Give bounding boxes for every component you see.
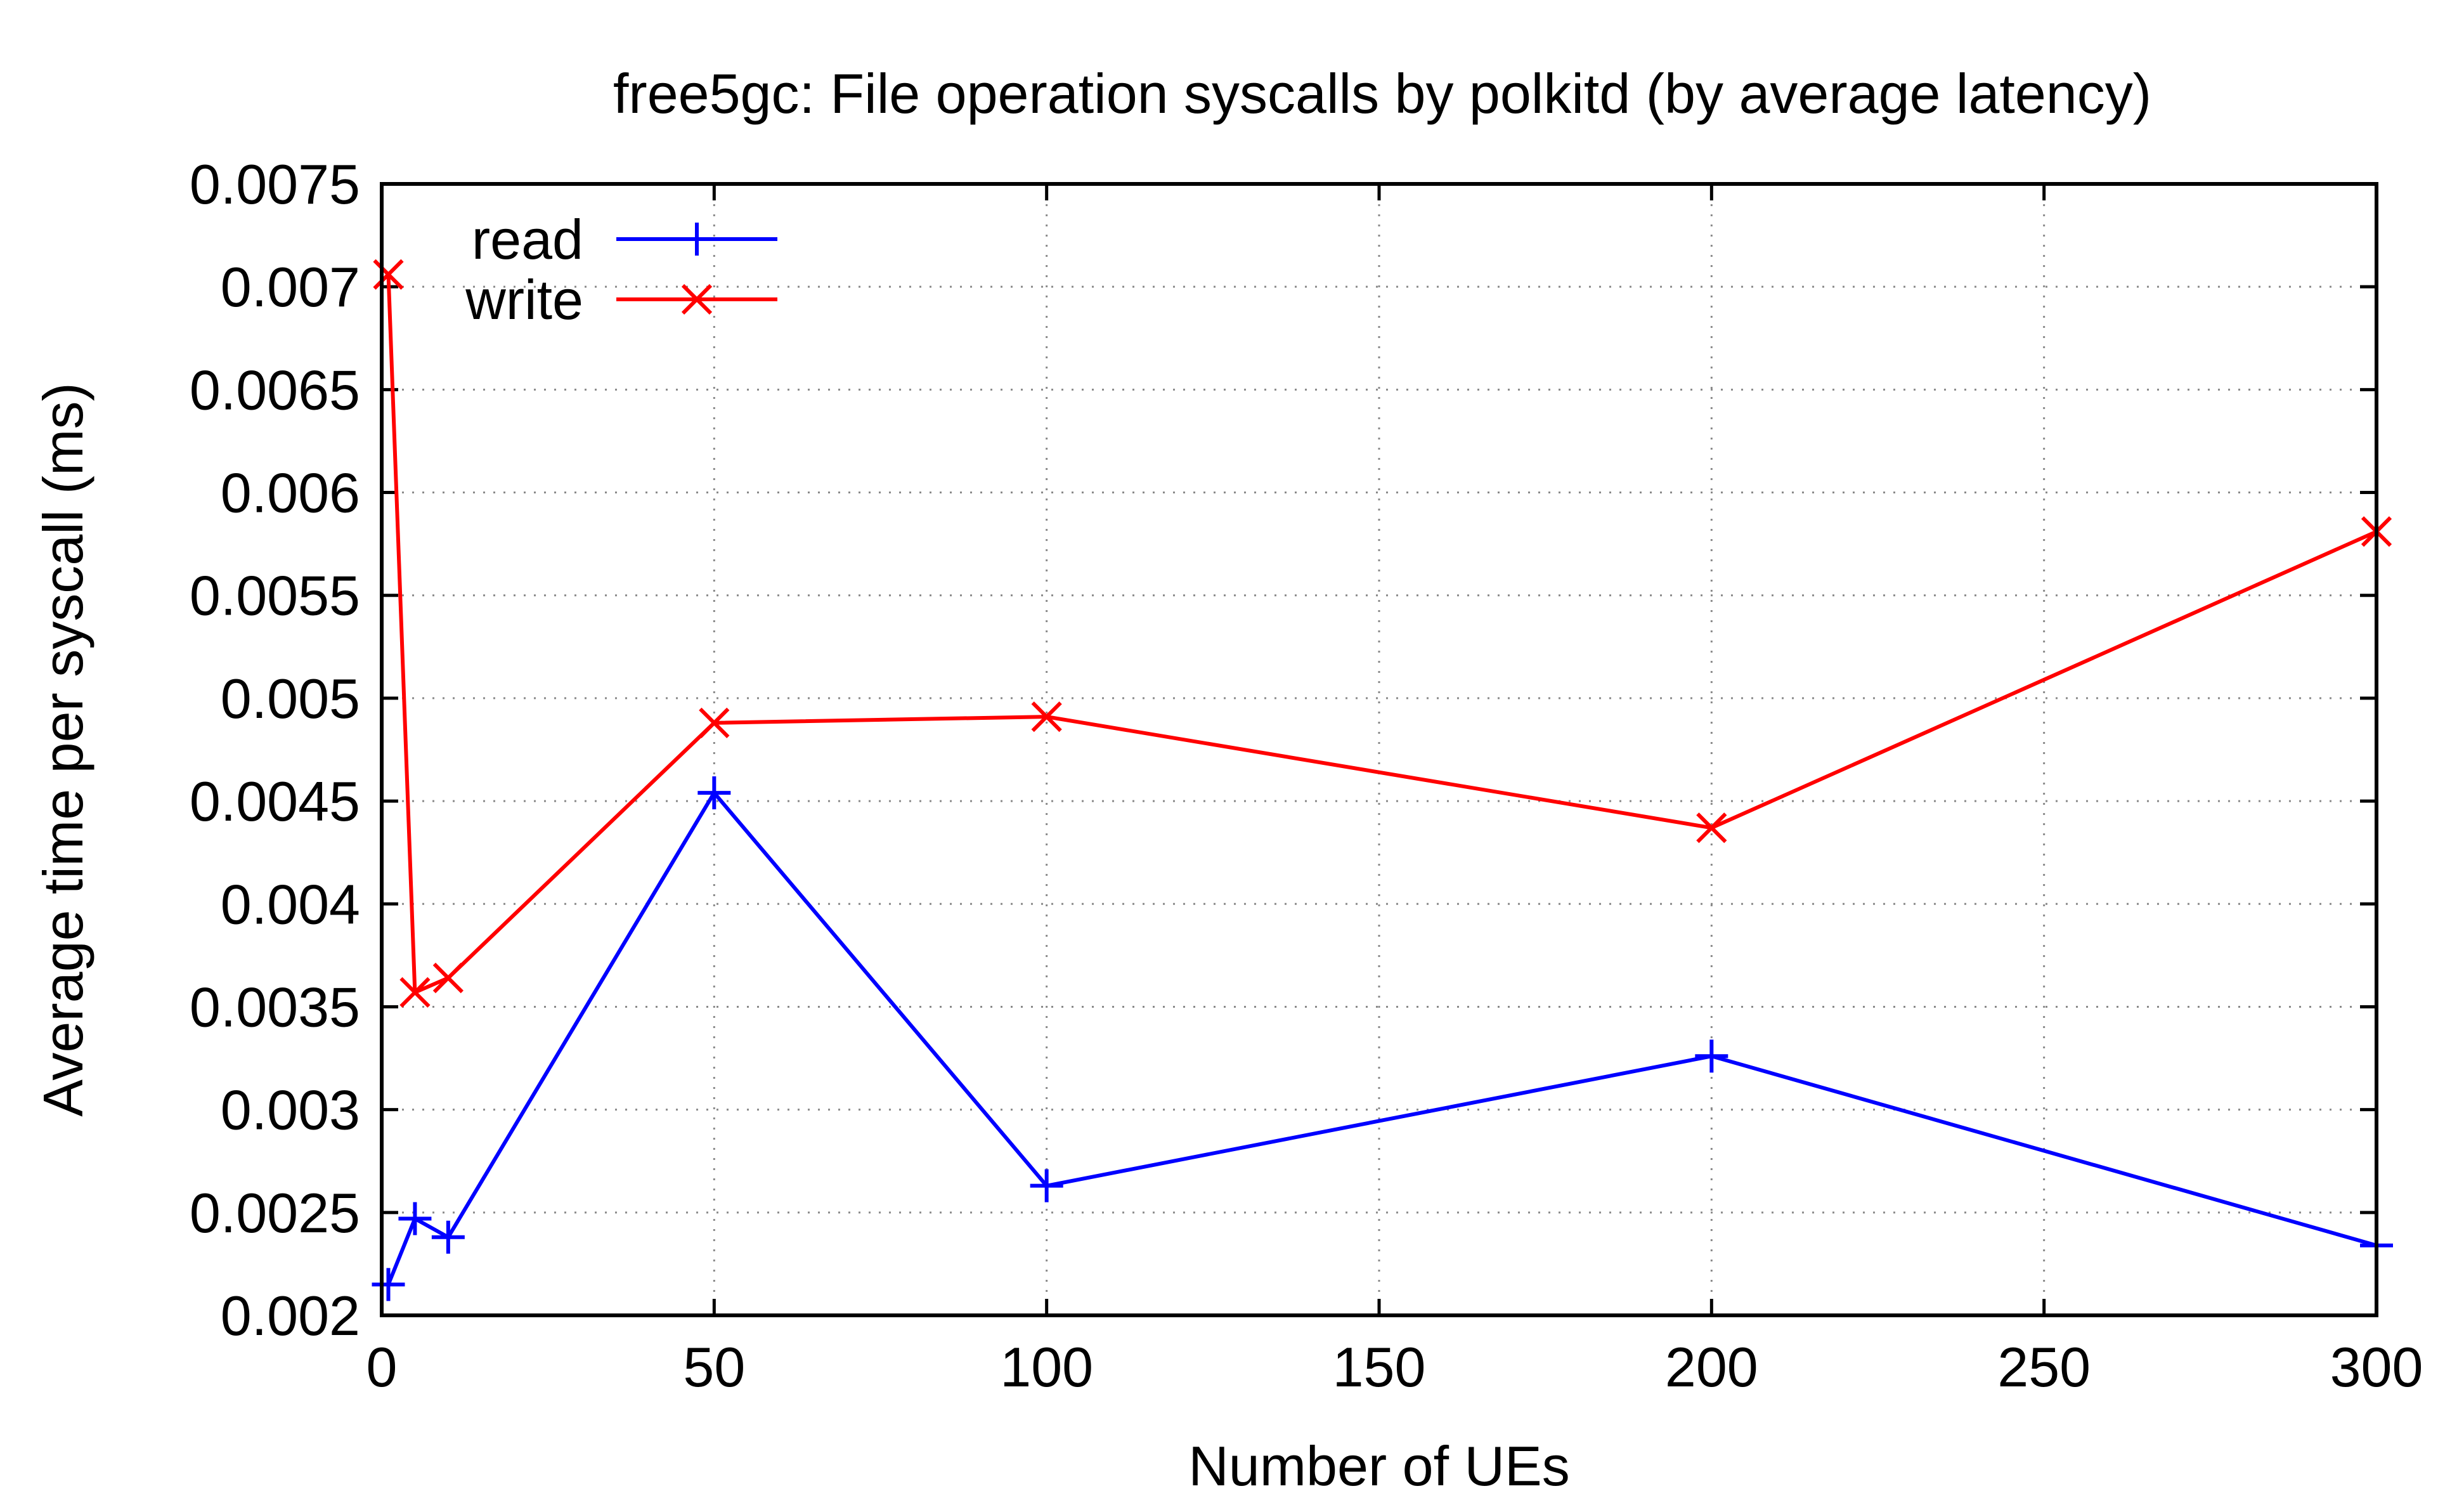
data-point-read bbox=[372, 1268, 405, 1301]
data-point-write bbox=[373, 259, 404, 290]
legend-marker-read bbox=[680, 223, 713, 256]
y-tick-label: 0.002 bbox=[221, 1284, 360, 1347]
x-tick-label: 150 bbox=[1333, 1336, 1426, 1398]
legend-label-read: read bbox=[472, 208, 583, 271]
y-tick-label: 0.0075 bbox=[190, 153, 360, 216]
y-tick-label: 0.0045 bbox=[190, 770, 360, 833]
chart-title: free5gc: File operation syscalls by polk… bbox=[613, 62, 2151, 125]
y-tick-label: 0.007 bbox=[221, 256, 360, 318]
y-tick-label: 0.0035 bbox=[190, 975, 360, 1038]
data-point-write bbox=[699, 707, 730, 738]
plot-frame bbox=[380, 182, 2378, 1317]
x-tick-label: 300 bbox=[2330, 1336, 2423, 1398]
data-point-write bbox=[1031, 701, 1062, 733]
marker-stroke bbox=[681, 283, 713, 315]
x-axis-label: Number of UEs bbox=[1188, 1435, 1570, 1497]
data-point-read bbox=[398, 1202, 432, 1235]
data-point-write bbox=[432, 962, 464, 994]
data-point-write bbox=[1696, 812, 1727, 843]
legend-label-write: write bbox=[465, 268, 583, 331]
marker-stroke bbox=[699, 707, 730, 738]
data-point-read bbox=[697, 776, 731, 810]
x-tick-label: 100 bbox=[1000, 1336, 1093, 1398]
series-write bbox=[373, 259, 2392, 1008]
x-tick-label: 0 bbox=[366, 1336, 398, 1398]
data-point-read bbox=[431, 1220, 465, 1254]
y-tick-label: 0.0025 bbox=[190, 1182, 360, 1244]
marker-stroke bbox=[373, 259, 404, 290]
y-tick-label: 0.004 bbox=[221, 873, 360, 935]
axis-ticks: 0.002 0.0025 0.003 0.0035 0.004 0.0045 0.005 0.… bbox=[190, 153, 2423, 1398]
marker-stroke bbox=[1031, 701, 1062, 733]
y-tick-label: 0.006 bbox=[221, 462, 360, 524]
x-tick-label: 200 bbox=[1665, 1336, 1758, 1398]
x-tick-label: 250 bbox=[1997, 1336, 2091, 1398]
data-point-read bbox=[1030, 1169, 1063, 1202]
y-tick-label: 0.005 bbox=[221, 667, 360, 730]
y-tick-label: 0.0055 bbox=[190, 564, 360, 627]
legend-marker-write bbox=[681, 283, 713, 315]
data-point-read bbox=[1695, 1039, 1728, 1073]
marker-stroke bbox=[1696, 812, 1727, 843]
series-read bbox=[372, 776, 2393, 1301]
y-tick-label: 0.0065 bbox=[190, 358, 360, 421]
y-tick-label: 0.003 bbox=[221, 1079, 360, 1142]
marker-stroke bbox=[399, 977, 431, 1008]
x-tick-label: 50 bbox=[683, 1336, 745, 1398]
data-point-write bbox=[399, 977, 431, 1008]
marker-stroke bbox=[432, 962, 464, 994]
y-axis-label: Average time per syscall (ms) bbox=[32, 382, 94, 1116]
data-series bbox=[372, 259, 2393, 1301]
